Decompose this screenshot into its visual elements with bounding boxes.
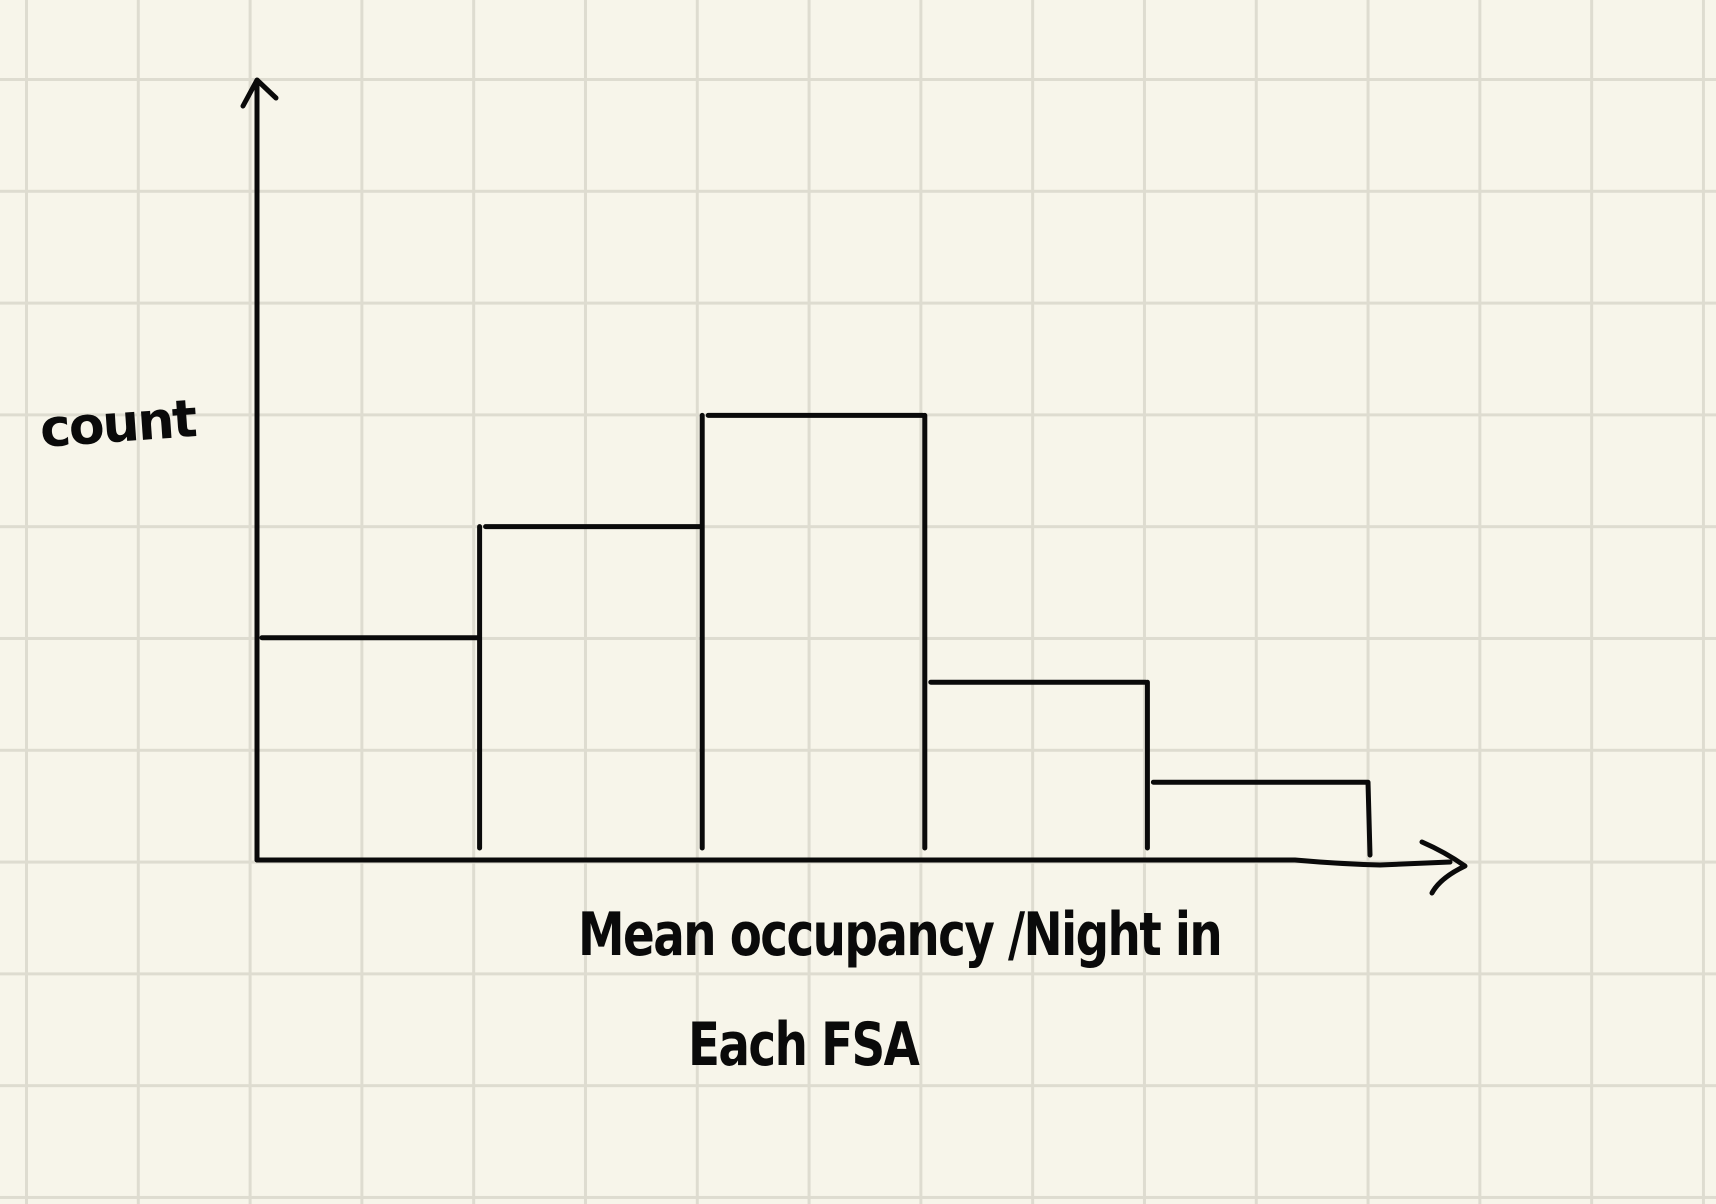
chart-axes xyxy=(240,77,1468,896)
x-axis-arrowhead xyxy=(1419,839,1468,896)
histogram-bar xyxy=(699,412,926,851)
y-axis-label: count xyxy=(38,389,198,460)
histogram-bar xyxy=(922,412,1148,851)
histogram-bars xyxy=(259,412,1373,858)
x-axis-label-line-1: Mean occupancy /Night in xyxy=(578,900,1223,970)
x-axis-label-line-2: Each FSA xyxy=(688,1010,920,1080)
histogram-bar xyxy=(477,524,703,851)
histogram-bar xyxy=(1144,679,1373,858)
y-axis-arrowhead xyxy=(240,77,279,109)
x-axis-line xyxy=(254,857,1453,868)
